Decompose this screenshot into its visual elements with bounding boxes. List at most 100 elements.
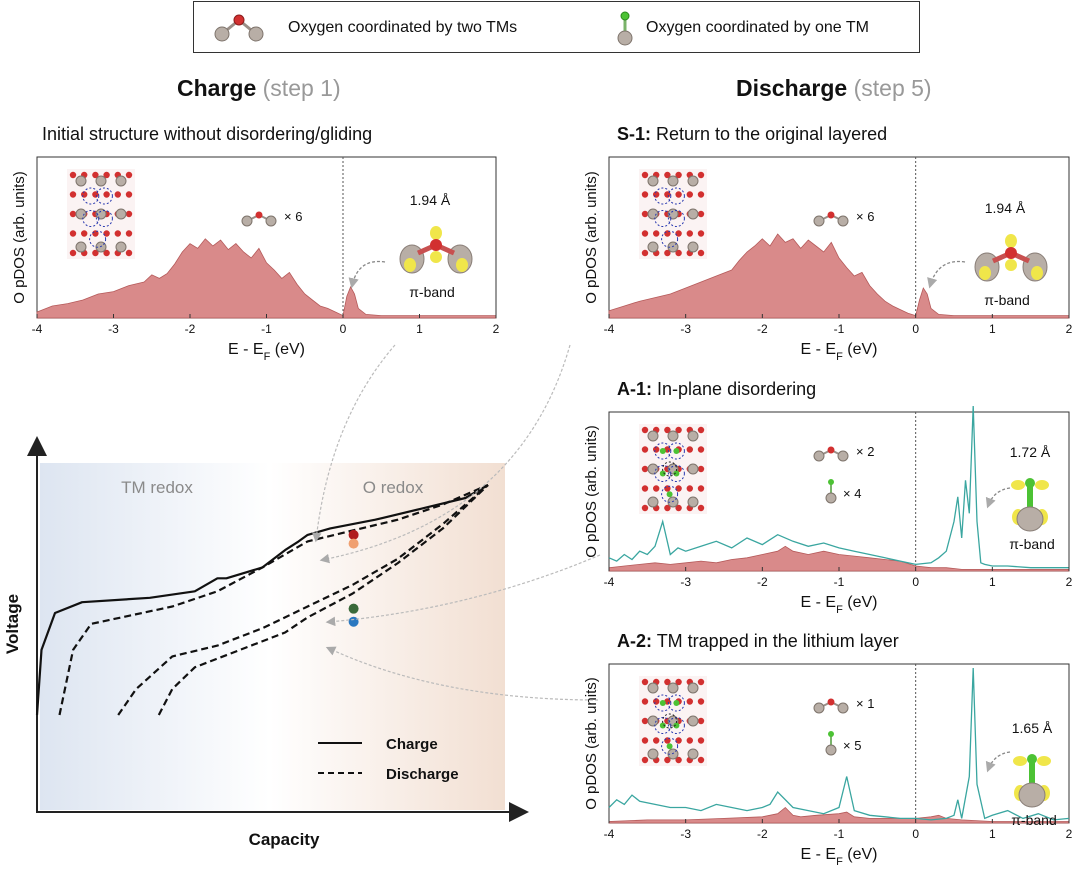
discharge-A1-structure-tm-atom xyxy=(687,496,699,508)
charge-step1-structure-oxygen-atom xyxy=(125,210,133,218)
discharge-A2-structure-oxygen-atom xyxy=(697,678,705,686)
discharge-S1-structure-oxygen-atom xyxy=(641,249,649,257)
charge-step1-structure-highlight-ring xyxy=(95,187,113,205)
connector-charge xyxy=(312,344,396,543)
discharge-A1-structure-tm-atom xyxy=(667,430,679,442)
charge-step1-structure-oxygen-atom xyxy=(114,191,122,198)
discharge-A1-pointer-arrow xyxy=(985,487,1011,509)
one-tm-oxygen-icon xyxy=(617,11,633,46)
discharge-S1-structure-oxygen-atom xyxy=(641,191,649,198)
discharge-A2-ylabel: O pDOS (arb. units) xyxy=(583,677,600,810)
discharge-A2-tick-label: -4 xyxy=(604,827,615,841)
discharge-A2-structure-tm-atom xyxy=(647,715,659,727)
discharge-A1-structure-highlight-ring xyxy=(654,442,672,460)
discharge-S1-structure-oxygen-atom xyxy=(697,191,705,198)
discharge-S1-structure-oxygen-atom xyxy=(653,230,660,237)
discharge-A1-band-label: π-band xyxy=(1009,536,1054,552)
discharge-A2-orbital-tm xyxy=(1018,782,1046,808)
discharge-A2-tick-label: -2 xyxy=(757,827,768,841)
discharge-A2-structure-oxygen-atom xyxy=(641,737,649,744)
discharge-S1-ylabel: O pDOS (arb. units) xyxy=(583,171,600,304)
discharge-A1-structure-oxygen-atom xyxy=(686,446,693,453)
connector-a1 xyxy=(325,554,601,627)
discharge-S1-structure-oxygen-atom xyxy=(675,249,682,257)
discharge-S1-structure-oxygen-atom xyxy=(697,210,705,218)
charge-step1-orbital-oxygen xyxy=(430,239,442,251)
charge-step1-structure-oxygen-atom xyxy=(103,191,110,198)
discharge-A2-structure-oxygen-atom xyxy=(697,737,705,744)
discharge-A1-orbital-lobe-right xyxy=(1035,480,1049,490)
discharge-A2-tick-label: 1 xyxy=(989,827,996,841)
discharge-S1-two-tm-count-icon-tm-left xyxy=(813,215,825,227)
discharge-A2-orbital xyxy=(1013,754,1051,808)
discharge-A1-tick-label: 1 xyxy=(989,575,996,589)
discharge-A1-structure-oxygen-atom xyxy=(697,426,705,434)
charge-step1-structure-oxygen-atom xyxy=(92,249,99,257)
charge-step1-tick-label: -2 xyxy=(185,322,196,336)
charge-step1-structure xyxy=(67,169,135,259)
charge-panel-title: Initial structure without disordering/gl… xyxy=(42,124,373,144)
discharge-A2-structure-tm-atom xyxy=(687,682,699,694)
discharge-A1-structure-tm-atom xyxy=(647,496,659,508)
discharge-A1-series-one-tm xyxy=(608,405,1069,569)
discharge-S1-structure-oxygen-atom xyxy=(697,249,705,257)
two-tm-oxygen-icon xyxy=(214,14,264,42)
discharge-A2-structure-oxygen-atom xyxy=(641,698,649,705)
discharge-A2-pointer-arrow xyxy=(985,751,1011,773)
charge-step1-tick-label: -4 xyxy=(32,322,43,336)
discharge-S1-structure-oxygen-atom xyxy=(664,171,671,179)
discharge-A2-structure-oxygen-atom xyxy=(697,698,705,705)
discharge-S1-orbital-lobe-bottom xyxy=(1005,259,1017,271)
discharge-A2-structure-oxygen-atom xyxy=(686,737,693,744)
marker-s-1 xyxy=(348,538,359,549)
charge-step1-tick-label: -3 xyxy=(108,322,119,336)
discharge-A1-tick-label: 2 xyxy=(1066,575,1073,589)
discharge-S1-structure-oxygen-atom xyxy=(686,230,693,237)
discharge-A1-structure-one-tm-oxygen xyxy=(673,470,680,477)
discharge-S1-structure-highlight-ring xyxy=(654,187,672,205)
discharge-A2-bond-length: 1.65 Å xyxy=(1012,720,1053,736)
discharge-S1-orbital-oxygen xyxy=(1005,247,1017,259)
discharge-A1-structure-oxygen-atom xyxy=(641,504,649,512)
discharge-S1-structure-tm-atom xyxy=(687,241,699,253)
charge-step1-structure-oxygen-atom xyxy=(103,230,110,237)
charge-header-bold: Charge xyxy=(177,75,257,101)
discharge-A1-orbital-oxygen xyxy=(1025,478,1035,488)
charge-step1-orbital xyxy=(399,226,473,274)
discharge-A2-structure-tm-atom xyxy=(687,748,699,760)
charge-step1-two-tm-count-icon-tm-right xyxy=(265,215,277,227)
discharge-A2-structure-one-tm-oxygen xyxy=(659,700,666,706)
discharge-A1-structure-tm-atom xyxy=(647,430,659,442)
discharge-A1-structure-oxygen-atom xyxy=(686,485,693,492)
discharge-S1-structure-oxygen-atom xyxy=(641,230,649,237)
discharge-A2-structure-oxygen-atom xyxy=(653,737,660,744)
discharge-A1-tick-label: 0 xyxy=(912,575,919,589)
discharge-A2-structure-tm-atom xyxy=(647,748,659,760)
charge-step1-structure-highlight-ring xyxy=(95,210,113,227)
discharge-A2-structure-highlight-ring xyxy=(661,737,679,755)
charge-step1-structure-tm-atom xyxy=(75,241,87,253)
discharge-A1-structure-oxygen-atom xyxy=(641,426,649,434)
discharge-A2-structure-highlight-ring xyxy=(667,694,685,712)
discharge-S1-structure-tm-atom xyxy=(687,208,699,220)
charge-step1-structure-oxygen-atom xyxy=(69,191,77,198)
charge-step1-structure-oxygen-atom xyxy=(69,171,77,179)
legend-two-tm-label: Oxygen coordinated by two TMs xyxy=(288,19,518,36)
s1-text: Return to the original layered xyxy=(656,124,888,144)
charge-step1-orbital-lobe-top xyxy=(430,226,442,240)
discharge-A1-two-tm-count-icon xyxy=(813,446,849,462)
discharge-S1-structure-oxygen-atom xyxy=(675,230,682,237)
discharge-A1-tick-label: -4 xyxy=(604,575,615,589)
connector-s1 xyxy=(319,344,571,564)
vc-series-discharge-s-1- xyxy=(58,483,489,716)
discharge-A2-structure-one-tm-oxygen xyxy=(659,722,666,729)
discharge-A2-structure-oxygen-atom xyxy=(675,737,682,744)
discharge-S1-structure-oxygen-atom xyxy=(675,191,682,198)
discharge-A2-structure-oxygen-atom xyxy=(664,756,671,764)
discharge-S1-tick-label: -3 xyxy=(680,322,691,336)
charge-step1-two-tm-count-icon-tm-left xyxy=(241,215,253,227)
discharge-A2-two-tm-count-icon-tm-right xyxy=(837,702,849,714)
discharge-A2-two-tm-count-icon-oxygen xyxy=(827,698,835,706)
discharge-A1-structure-oxygen-atom xyxy=(641,485,649,492)
discharge-S1-structure-oxygen-atom xyxy=(664,249,671,257)
